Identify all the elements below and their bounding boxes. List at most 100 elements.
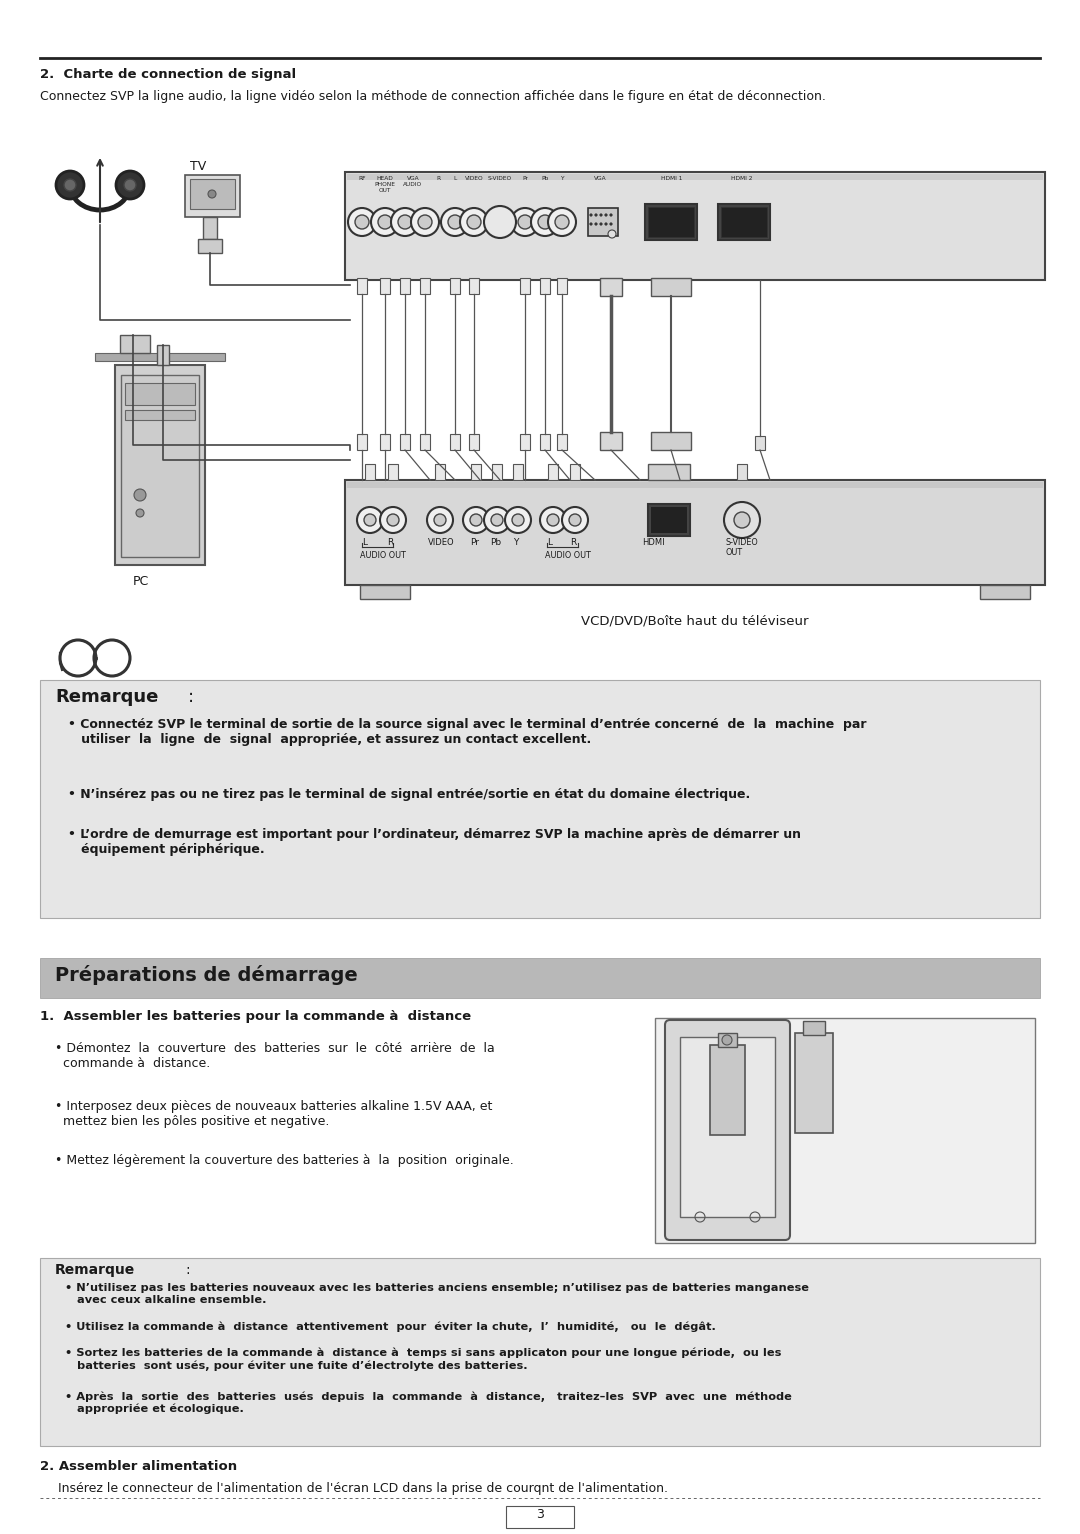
Text: L: L xyxy=(546,538,552,548)
Bar xyxy=(114,365,205,565)
Circle shape xyxy=(380,508,406,532)
Circle shape xyxy=(548,209,576,236)
Bar xyxy=(380,278,390,295)
Bar xyxy=(450,434,460,449)
Text: Remarque: Remarque xyxy=(55,1262,135,1276)
Circle shape xyxy=(460,209,488,236)
Text: • Après  la  sortie  des  batteries  usés  depuis  la  commande  à  distance,   : • Après la sortie des batteries usés dep… xyxy=(65,1391,792,1414)
FancyBboxPatch shape xyxy=(665,1020,789,1239)
Circle shape xyxy=(411,209,438,236)
Bar xyxy=(651,278,691,296)
Circle shape xyxy=(492,215,507,229)
Text: HEAD
PHONE
OUT: HEAD PHONE OUT xyxy=(375,176,395,193)
Bar xyxy=(380,434,390,449)
Text: • Connectéz SVP le terminal de sortie de la source signal avec le terminal d’ent: • Connectéz SVP le terminal de sortie de… xyxy=(68,718,866,746)
Bar xyxy=(450,278,460,295)
Bar xyxy=(198,239,222,253)
Text: • Démontez  la  couverture  des  batteries  sur  le  côté  arrière  de  la
  com: • Démontez la couverture des batteries s… xyxy=(55,1042,495,1071)
Circle shape xyxy=(470,514,482,526)
Text: VIDEO: VIDEO xyxy=(464,176,484,181)
Circle shape xyxy=(378,215,392,229)
Text: S-VIDEO
OUT: S-VIDEO OUT xyxy=(726,538,759,557)
Text: HDMI: HDMI xyxy=(642,538,664,548)
Circle shape xyxy=(427,508,453,532)
Circle shape xyxy=(562,508,588,532)
Circle shape xyxy=(124,179,136,192)
Bar xyxy=(357,278,367,295)
Bar xyxy=(804,1022,825,1035)
Bar xyxy=(471,463,481,480)
Bar xyxy=(718,1032,737,1048)
Bar xyxy=(507,1506,573,1528)
Text: Pr: Pr xyxy=(470,538,480,548)
Bar xyxy=(203,216,217,239)
Circle shape xyxy=(116,170,144,199)
Circle shape xyxy=(511,209,539,236)
Bar xyxy=(540,434,550,449)
Circle shape xyxy=(610,213,612,216)
Text: L: L xyxy=(362,538,367,548)
Text: • N’insérez pas ou ne tirez pas le terminal de signal entrée/sortie en état du d: • N’insérez pas ou ne tirez pas le termi… xyxy=(68,788,751,801)
Bar xyxy=(648,505,690,535)
Circle shape xyxy=(387,514,399,526)
Text: :: : xyxy=(185,1262,190,1276)
Bar xyxy=(710,1045,745,1135)
Bar xyxy=(469,278,480,295)
Text: PC: PC xyxy=(133,575,149,588)
Circle shape xyxy=(518,215,532,229)
Bar xyxy=(600,433,622,449)
Bar xyxy=(95,353,225,360)
Text: VGA
AUDIO: VGA AUDIO xyxy=(404,176,422,187)
Circle shape xyxy=(599,222,603,225)
Circle shape xyxy=(56,170,84,199)
Bar xyxy=(40,959,1040,999)
Text: AUDIO OUT: AUDIO OUT xyxy=(360,551,406,560)
Bar xyxy=(680,1037,775,1216)
Circle shape xyxy=(484,206,516,238)
Bar xyxy=(721,207,767,236)
Text: :: : xyxy=(188,689,194,706)
Bar xyxy=(548,463,558,480)
Text: 3: 3 xyxy=(536,1508,544,1522)
Text: AUDIO OUT: AUDIO OUT xyxy=(545,551,591,560)
Text: R: R xyxy=(387,538,393,548)
Circle shape xyxy=(418,215,432,229)
Bar xyxy=(185,175,240,216)
Bar xyxy=(600,278,622,296)
Circle shape xyxy=(569,514,581,526)
Text: Pb: Pb xyxy=(541,176,549,181)
Text: VIDEO: VIDEO xyxy=(428,538,455,548)
Circle shape xyxy=(512,514,524,526)
Bar xyxy=(345,172,1045,281)
Circle shape xyxy=(391,209,419,236)
Circle shape xyxy=(595,222,597,225)
Circle shape xyxy=(610,222,612,225)
Bar xyxy=(651,433,691,449)
Bar xyxy=(469,434,480,449)
Bar xyxy=(519,434,530,449)
Text: HDMI 2: HDMI 2 xyxy=(731,176,753,181)
Text: Préparations de démarrage: Préparations de démarrage xyxy=(55,965,357,985)
Bar xyxy=(492,463,502,480)
Bar xyxy=(654,1019,1035,1243)
Bar xyxy=(588,209,618,236)
Text: Y: Y xyxy=(513,538,518,548)
Bar xyxy=(121,374,199,557)
Bar xyxy=(190,179,235,209)
Circle shape xyxy=(546,514,559,526)
Bar xyxy=(648,463,690,480)
Circle shape xyxy=(486,209,514,236)
Circle shape xyxy=(605,222,607,225)
Bar xyxy=(519,278,530,295)
Text: 2. Assembler alimentation: 2. Assembler alimentation xyxy=(40,1460,238,1473)
Text: 1.  Assembler les batteries pour la commande à  distance: 1. Assembler les batteries pour la comma… xyxy=(40,1009,471,1023)
Bar xyxy=(125,384,195,405)
Bar xyxy=(645,204,697,239)
Circle shape xyxy=(357,508,383,532)
Bar xyxy=(120,334,150,353)
Bar xyxy=(718,204,770,239)
Text: Pb: Pb xyxy=(490,538,501,548)
Bar xyxy=(540,278,550,295)
Bar xyxy=(345,480,1045,584)
Circle shape xyxy=(136,509,144,517)
